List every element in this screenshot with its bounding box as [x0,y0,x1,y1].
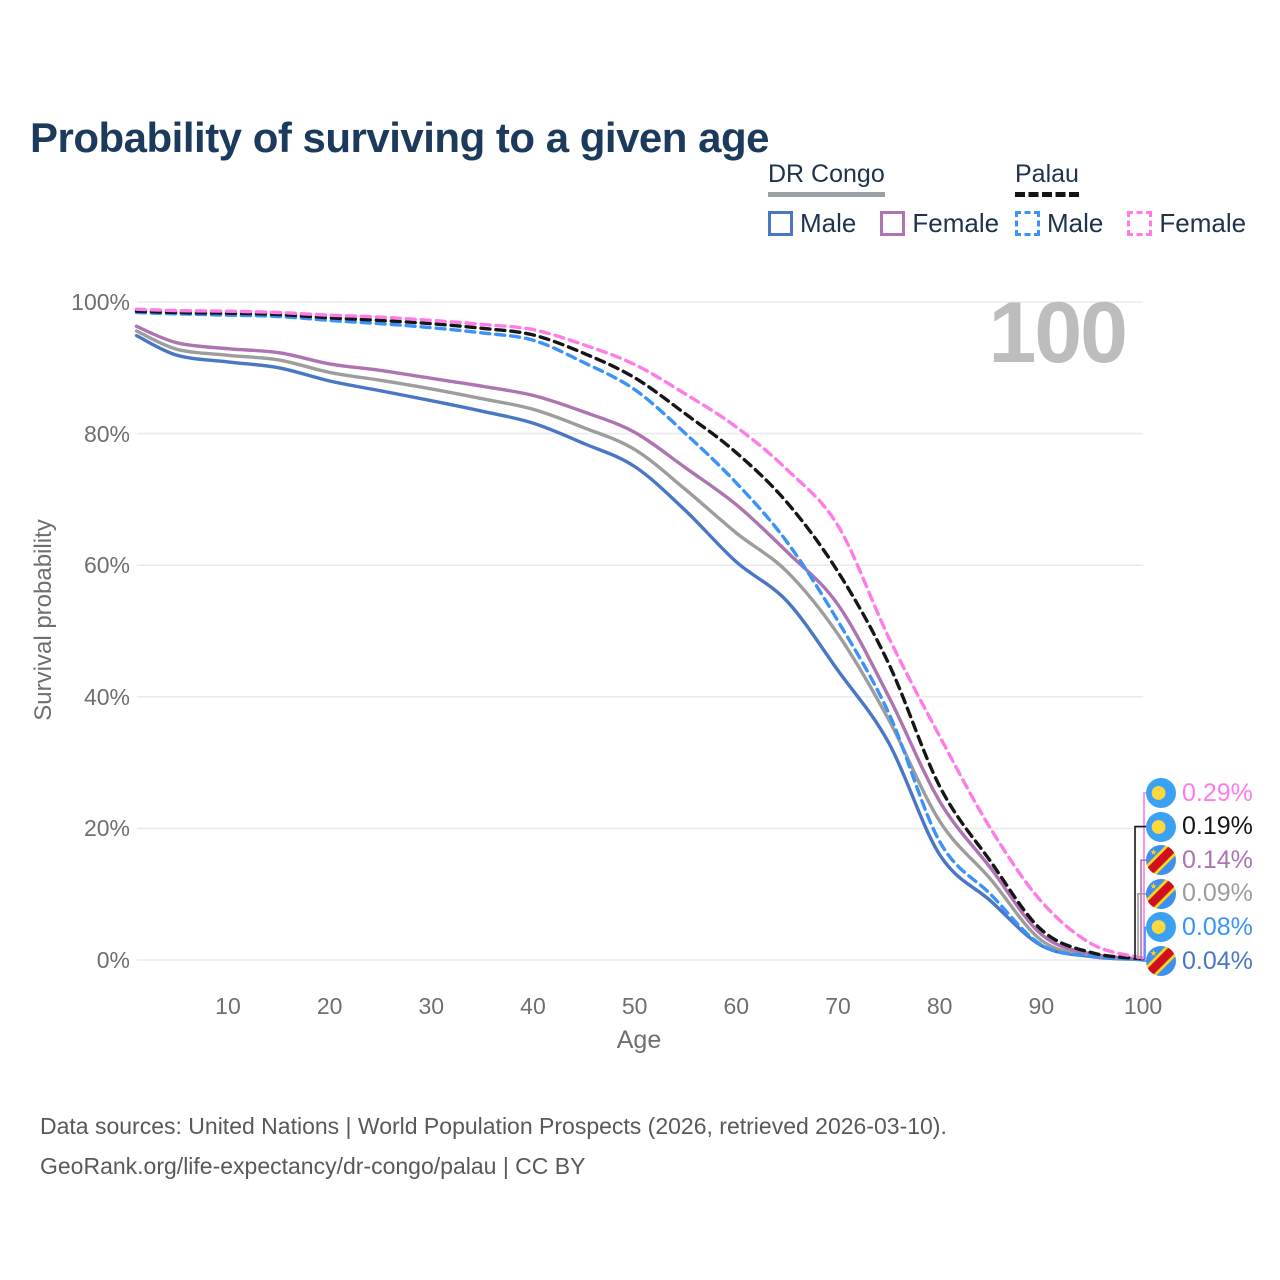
endpoint-value: 0.14% [1182,845,1253,874]
endpoint-value: 0.04% [1182,946,1253,975]
x-axis-title: Age [616,1026,662,1054]
series-line-palau-male [134,310,1145,962]
dr-congo-flag-icon [1146,878,1176,909]
endpoint-connector [1142,959,1147,962]
x-tick-label: 30 [418,993,445,1019]
endpoint-connector [1134,825,1147,959]
series-line-palau-female [134,307,1145,960]
x-tick-label: 60 [723,993,750,1019]
y-tick-label: 20% [83,815,130,842]
page-title: Probability of surviving to a given age [30,114,769,162]
palau-flag-icon [1146,811,1176,842]
palau-male-swatch-icon [1015,211,1040,236]
legend-item-drc-female[interactable]: Female [880,208,999,239]
series-line-drc-total [134,329,1145,962]
x-tick-label: 100 [1123,993,1163,1019]
legend-item-label: Female [1159,208,1247,238]
palau-female-swatch-icon [1127,211,1153,236]
legend-item-drc-male[interactable]: Male [768,208,856,239]
palau-flag-icon [1146,778,1176,808]
series-line-palau-total [134,309,1145,961]
drc-male-swatch-icon [768,211,793,236]
legend-item-palau-female[interactable]: Female [1127,208,1246,239]
highlight-age-watermark: 100 [988,285,1128,381]
y-tick-label: 40% [83,683,130,710]
legend-country-dr-congo[interactable]: DR Congo [768,160,885,197]
endpoint-row-drc-total: 0.09% [1146,878,1253,910]
y-tick-label: 60% [83,552,130,579]
legend-item-label: Female [912,208,1000,238]
palau-flag-icon [1146,912,1176,943]
legend-group-palau: Palau Male Female [1015,160,1246,239]
drc-female-swatch-icon [880,211,906,236]
series-line-drc-male [134,333,1145,962]
endpoint-value: 0.08% [1182,912,1253,941]
dr-congo-flag-icon [1146,845,1176,876]
x-tick-label: 70 [825,993,851,1019]
legend-item-label: Male [1047,208,1104,238]
x-tick-label: 80 [926,993,953,1019]
endpoint-value: 0.19% [1182,812,1253,841]
endpoint-row-palau-male: 0.08% [1146,911,1253,943]
endpoint-row-drc-male: 0.04% [1146,945,1253,977]
legend-item-palau-male[interactable]: Male [1015,208,1103,239]
y-tick-label: 80% [83,420,130,447]
footer-sources: Data sources: United Nations | World Pop… [40,1113,947,1139]
legend-item-label: Male [800,208,857,238]
x-tick-label: 20 [316,993,343,1019]
series-line-drc-female [134,324,1145,961]
x-tick-label: 40 [520,993,546,1019]
y-tick-label: 100% [71,289,130,315]
footer: Data sources: United Nations | World Pop… [40,1106,947,1186]
endpoint-value: 0.09% [1182,879,1253,908]
endpoint-row-palau-total: 0.19% [1146,811,1253,843]
dr-congo-flag-icon [1146,946,1176,976]
legend-group-dr-congo: DR Congo Male Female [768,160,999,239]
footer-link: GeoRank.org/life-expectancy/dr-congo/pal… [40,1153,586,1179]
legend-country-palau[interactable]: Palau [1015,160,1079,197]
endpoint-value: 0.29% [1182,778,1253,807]
x-tick-label: 50 [621,993,648,1019]
x-tick-label: 90 [1028,993,1055,1019]
endpoint-connector [1137,893,1147,960]
endpoint-row-drc-female: 0.14% [1146,844,1253,876]
endpoint-row-palau-female: 0.29% [1146,777,1253,809]
endpoint-connector [1140,859,1147,960]
x-tick-label: 10 [215,993,241,1019]
y-tick-label: 0% [96,947,130,973]
